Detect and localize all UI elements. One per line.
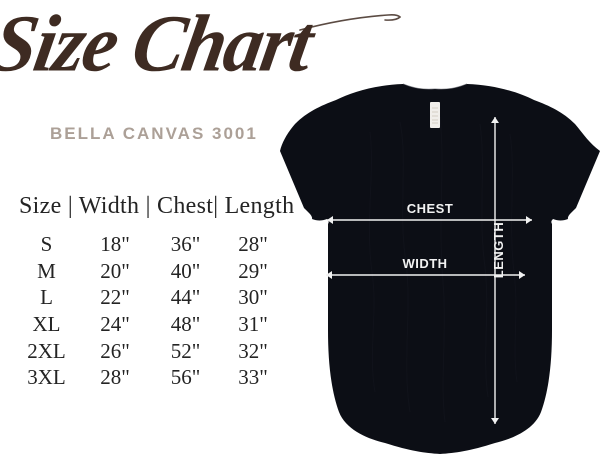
svg-text:WIDTH: WIDTH [402,256,447,271]
svg-text:CHEST: CHEST [407,201,454,216]
svg-text:Size Chart: Size Chart [0,0,323,89]
svg-text:LENGTH: LENGTH [491,222,506,278]
